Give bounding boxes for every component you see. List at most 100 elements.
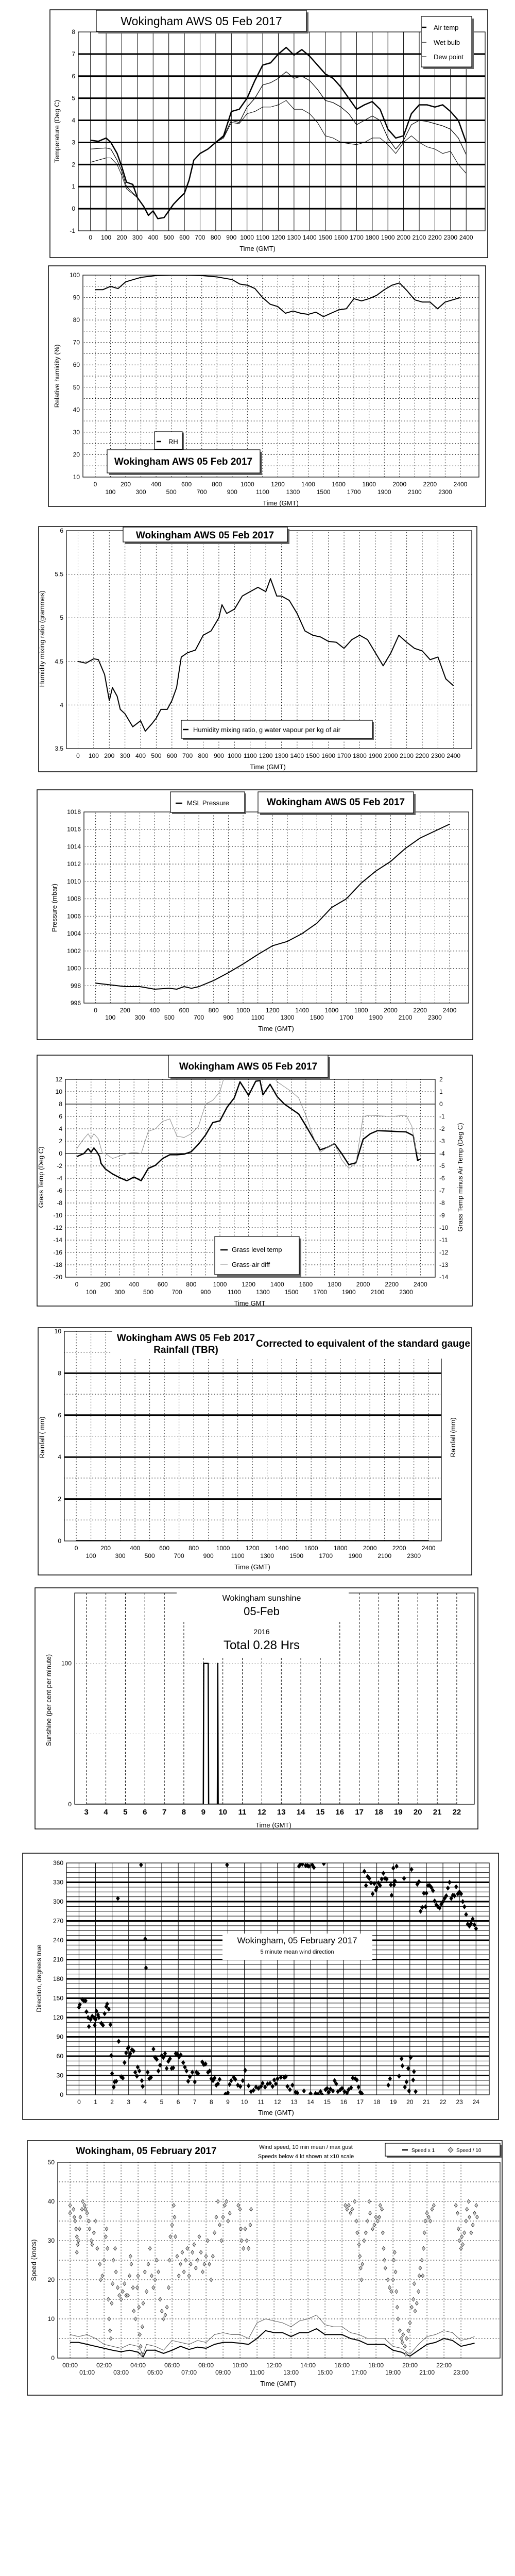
grid (75, 1593, 474, 1804)
data-point-diamond (80, 2207, 84, 2212)
data-point-diamond (140, 2351, 144, 2357)
y-axis-label-left: Rainfall ( mm) (38, 1417, 46, 1459)
x-tick-label: 1400 (303, 234, 317, 241)
data-point-diamond (388, 2076, 392, 2081)
x-tick-label: 200 (100, 1545, 111, 1552)
data-point-diamond (462, 2230, 467, 2235)
data-point-diamond (400, 2056, 404, 2061)
x-tick-label: 1700 (339, 1014, 353, 1021)
rainfall-chart: 0246810010020030040050060070080090010001… (38, 1327, 472, 1575)
data-point-diamond (109, 2336, 113, 2341)
data-point-diamond (229, 2078, 233, 2083)
chart-frame (37, 789, 473, 1040)
y-tick-label: -6 (57, 1187, 62, 1194)
data-point-diamond (102, 2011, 107, 2016)
x-tick-label: 1600 (334, 234, 348, 241)
data-point-diamond (393, 2250, 397, 2255)
chart-title: Wokingham, 05 February 2017 (237, 1936, 357, 1945)
data-point-diamond (167, 2285, 170, 2290)
data-point-diamond (284, 2074, 288, 2079)
y-tick-label: 30 (73, 429, 80, 436)
data-point-diamond (360, 2262, 365, 2267)
x-tick-label: 600 (167, 752, 177, 759)
x-axis-label: Time (GMT) (234, 1563, 270, 1571)
data-point-diamond (187, 2074, 192, 2079)
data-point-diamond (143, 1936, 147, 1942)
data-point-diamond (385, 1876, 389, 1882)
data-point-diamond (351, 2075, 355, 2081)
x-tick-label: 1900 (342, 1289, 356, 1296)
y-tick-label: 4 (60, 701, 63, 708)
data-point-diamond (117, 2293, 122, 2298)
y-tick-label: 1004 (67, 930, 81, 937)
x-tick-label: 7 (162, 1808, 166, 1817)
plot-area (82, 275, 479, 478)
data-point-diamond (180, 2250, 184, 2255)
data-point-diamond (474, 1926, 478, 1931)
legend-air-temp: Air temp (434, 24, 458, 31)
data-point-diamond (228, 2211, 232, 2216)
data-point-diamond (114, 2078, 118, 2084)
plot-area (57, 2162, 501, 2359)
plot-area (83, 811, 469, 1004)
y-tick-label: 996 (71, 999, 81, 1007)
x-tick-label: 1100 (228, 1289, 241, 1296)
x-tick-label: 800 (188, 1545, 199, 1552)
y-right-tick-label: -5 (439, 1162, 445, 1170)
x-tick-label: 1200 (259, 752, 273, 759)
data-point-diamond (464, 2218, 468, 2224)
x-tick-label: 900 (226, 234, 236, 241)
x-tick-label: 11 (258, 2098, 265, 2106)
chart-date: 05-Feb (244, 1605, 280, 1618)
x-tick-label: 6 (177, 2098, 180, 2106)
data-point-diamond (386, 2277, 390, 2282)
y-tick-label: 1018 (67, 808, 81, 816)
data-point-diamond (150, 2273, 153, 2278)
data-point-diamond (241, 2078, 245, 2083)
x-tick-label: 1900 (348, 1552, 362, 1560)
data-point-diamond (223, 2203, 227, 2208)
data-point-diamond (83, 1998, 88, 2004)
data-point-diamond (163, 2312, 167, 2317)
y-tick-label: -18 (54, 1261, 63, 1268)
x-tick-label: 21 (433, 1808, 442, 1817)
x-tick-label: 1300 (256, 1289, 270, 1296)
data-point-diamond (328, 2086, 333, 2092)
y-tick-label: 360 (53, 1859, 63, 1867)
x-tick-label: 700 (174, 1552, 184, 1560)
series-layer (68, 2199, 479, 2358)
data-point-diamond (119, 2297, 123, 2302)
data-point-diamond (138, 2332, 142, 2337)
chart-frame (38, 526, 477, 772)
y-tick-label: 10 (56, 1088, 63, 1095)
data-point-diamond (251, 2088, 256, 2093)
y-tick-label: 5.5 (55, 571, 63, 578)
data-point-diamond (408, 2055, 413, 2060)
data-point-diamond (393, 2269, 398, 2275)
x-tick-label: 1000 (236, 1007, 250, 1014)
x-axis-label: Time (GMT) (255, 1821, 291, 1829)
data-point-diamond (441, 1899, 445, 1904)
x-tick-label: 600 (179, 234, 190, 241)
x-tick-label: 14 (297, 1808, 305, 1817)
data-point-diamond (462, 1904, 467, 1909)
x-tick-label: 1400 (270, 1281, 284, 1288)
data-point-diamond (133, 2316, 138, 2321)
chart-title: Wokingham AWS 05 Feb 2017 (267, 797, 405, 808)
y-tick-label: 6 (58, 1412, 61, 1419)
data-point-diamond (213, 2230, 216, 2235)
data-point-diamond (276, 2076, 280, 2081)
data-point-diamond (246, 2083, 251, 2089)
x-tick-label: 900 (214, 752, 224, 759)
y-tick-label: 1008 (67, 895, 81, 903)
data-point-diamond (95, 2246, 99, 2251)
data-point-diamond (473, 2211, 476, 2216)
data-point-diamond (189, 2262, 193, 2267)
y-tick-label: 0 (68, 1801, 72, 1808)
data-point-diamond (394, 2289, 399, 2294)
data-point-diamond (194, 2265, 198, 2270)
x-tick-label: 7 (193, 2098, 197, 2106)
y-tick-label: 1006 (67, 912, 81, 920)
data-point-diamond (90, 2242, 94, 2247)
legend-box (181, 720, 373, 739)
